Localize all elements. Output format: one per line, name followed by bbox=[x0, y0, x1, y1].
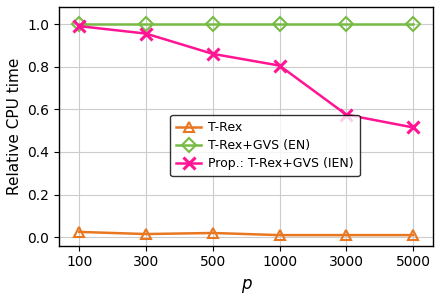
T-Rex bbox=[77, 230, 82, 234]
T-Rex+GVS (EN) bbox=[143, 22, 149, 26]
Legend: T-Rex, T-Rex+GVS (EN), Prop.: T-Rex+GVS (IEN): T-Rex, T-Rex+GVS (EN), Prop.: T-Rex+GVS … bbox=[170, 115, 359, 176]
Line: T-Rex: T-Rex bbox=[74, 227, 418, 240]
T-Rex bbox=[210, 231, 216, 235]
T-Rex bbox=[411, 233, 416, 237]
Y-axis label: Relative CPU time: Relative CPU time bbox=[7, 58, 22, 195]
T-Rex+GVS (EN) bbox=[344, 22, 349, 26]
T-Rex+GVS (EN) bbox=[210, 22, 216, 26]
Prop.: T-Rex+GVS (IEN): (2, 0.86): T-Rex+GVS (IEN): (2, 0.86) bbox=[210, 52, 216, 56]
Prop.: T-Rex+GVS (IEN): (4, 0.575): T-Rex+GVS (IEN): (4, 0.575) bbox=[344, 113, 349, 116]
Prop.: T-Rex+GVS (IEN): (0, 0.99): T-Rex+GVS (IEN): (0, 0.99) bbox=[77, 24, 82, 28]
X-axis label: p: p bbox=[241, 275, 251, 293]
T-Rex+GVS (EN) bbox=[277, 22, 282, 26]
T-Rex+GVS (EN) bbox=[77, 22, 82, 26]
T-Rex+GVS (EN) bbox=[411, 22, 416, 26]
Line: Prop.: T-Rex+GVS (IEN): Prop.: T-Rex+GVS (IEN) bbox=[73, 21, 418, 133]
T-Rex bbox=[344, 233, 349, 237]
Line: T-Rex+GVS (EN): T-Rex+GVS (EN) bbox=[74, 19, 418, 29]
Prop.: T-Rex+GVS (IEN): (3, 0.805): T-Rex+GVS (IEN): (3, 0.805) bbox=[277, 64, 282, 68]
T-Rex bbox=[277, 233, 282, 237]
Prop.: T-Rex+GVS (IEN): (5, 0.515): T-Rex+GVS (IEN): (5, 0.515) bbox=[411, 126, 416, 129]
T-Rex bbox=[143, 232, 149, 236]
Prop.: T-Rex+GVS (IEN): (1, 0.955): T-Rex+GVS (IEN): (1, 0.955) bbox=[143, 32, 149, 35]
